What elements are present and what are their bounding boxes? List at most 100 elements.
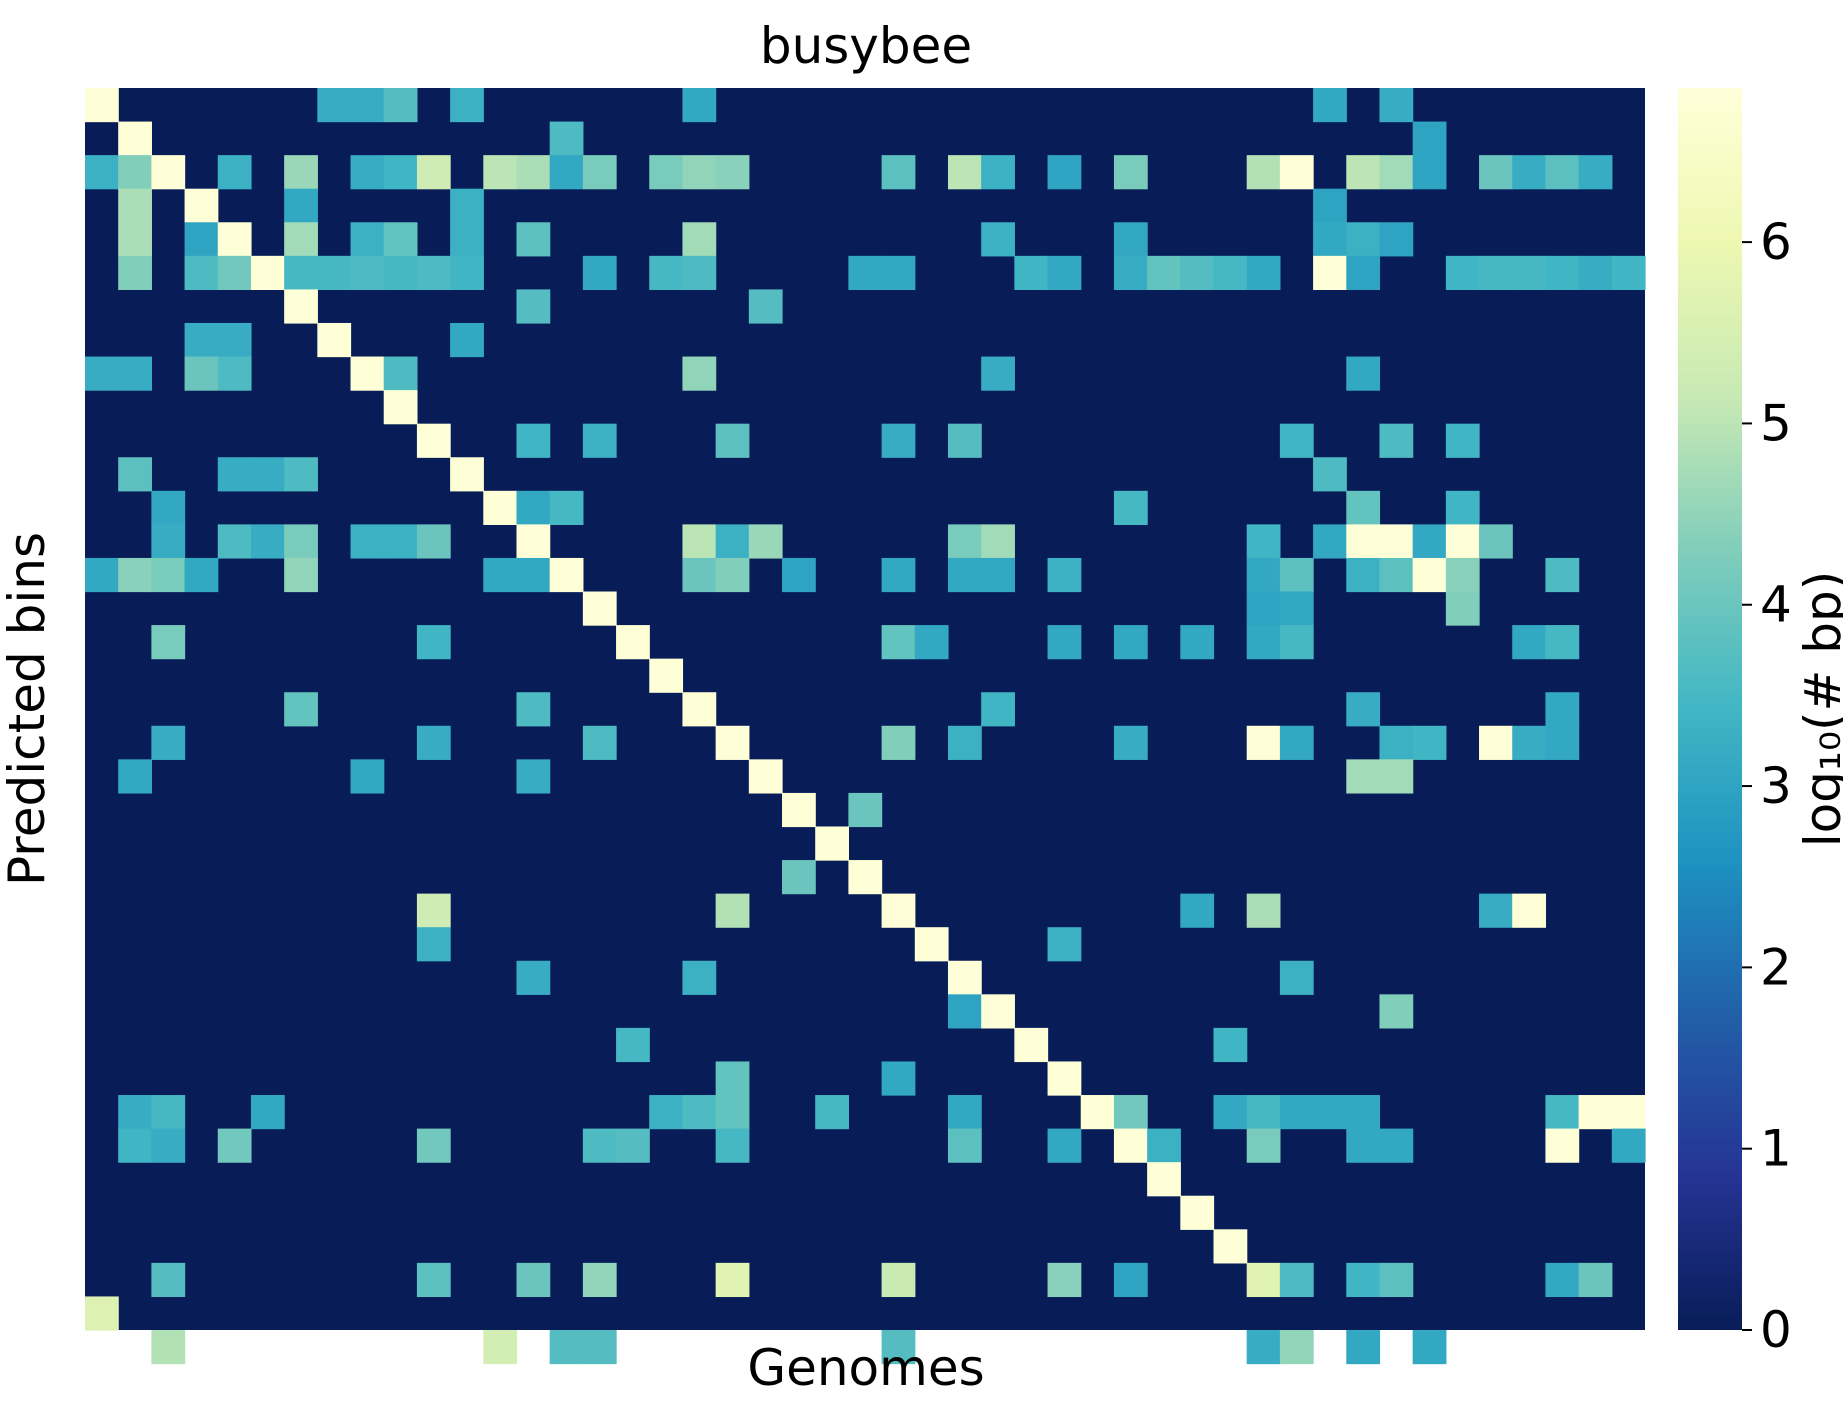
heatmap-background (85, 88, 1645, 1330)
heatmap-cell (151, 1095, 186, 1130)
heatmap-cell (284, 255, 318, 291)
heatmap-cell (118, 457, 152, 492)
heatmap-cell (947, 423, 982, 458)
heatmap-cell (1246, 524, 1281, 559)
heatmap-cell (151, 625, 186, 660)
heatmap-cell (1113, 625, 1148, 660)
heatmap-cell (1047, 625, 1082, 660)
heatmap-cell (914, 927, 949, 962)
heatmap-cell (383, 524, 418, 559)
heatmap-cell (416, 255, 451, 291)
heatmap-cell (151, 524, 186, 559)
heatmap-cell (1246, 1128, 1281, 1163)
heatmap-cell (1379, 155, 1414, 190)
heatmap-cell (483, 557, 518, 593)
heatmap-cell (1445, 255, 1480, 291)
heatmap-cell (1445, 557, 1480, 593)
heatmap-cell (981, 155, 1015, 190)
heatmap-cell (1113, 725, 1148, 760)
y-axis-label: Predicted bins (0, 532, 56, 886)
heatmap-cell (1479, 893, 1513, 928)
heatmap-cell (217, 524, 252, 559)
heatmap-cell (450, 255, 484, 291)
heatmap-cell (715, 557, 750, 593)
heatmap-cell (1279, 1262, 1314, 1298)
heatmap-cell (782, 860, 816, 895)
heatmap-cell (217, 1128, 252, 1163)
heatmap-cell (450, 322, 484, 358)
heatmap-cell (549, 155, 584, 190)
heatmap-cell (549, 121, 584, 156)
heatmap-cell (1246, 625, 1281, 660)
heatmap-cell (549, 490, 584, 525)
heatmap-cell (1545, 557, 1580, 593)
heatmap-cell (450, 222, 484, 257)
heatmap-cell (748, 759, 783, 794)
heatmap-cell (1180, 255, 1215, 291)
heatmap-cell (350, 155, 385, 190)
heatmap-cell (1246, 155, 1281, 190)
heatmap-cell (184, 356, 219, 391)
heatmap-cell (383, 222, 418, 257)
heatmap-cell (815, 1095, 849, 1130)
heatmap-cell (914, 625, 949, 660)
heatmap-cell (1346, 692, 1381, 727)
heatmap-cell (1479, 524, 1513, 559)
heatmap-cell (848, 792, 883, 828)
heatmap-cell (1246, 1330, 1281, 1365)
heatmap-cell (516, 490, 551, 525)
heatmap-cell (1578, 1262, 1613, 1298)
heatmap-cell (682, 88, 717, 123)
heatmap-cell (483, 1330, 518, 1365)
heatmap-cell (1279, 423, 1314, 458)
heatmap-cell (350, 88, 385, 123)
heatmap-cell (1014, 1027, 1049, 1063)
heatmap-cell (118, 557, 152, 593)
heatmap-cell (881, 893, 916, 928)
heatmap-cell (1346, 1330, 1381, 1365)
heatmap-cell (284, 524, 318, 559)
heatmap-cell (881, 1061, 916, 1096)
heatmap-cell (715, 1061, 750, 1096)
heatmap-cell (682, 356, 717, 391)
heatmap-cell (151, 557, 186, 593)
heatmap-cell (881, 423, 916, 458)
heatmap-cell (881, 557, 916, 593)
heatmap-cell (217, 322, 252, 358)
heatmap-cell (516, 222, 551, 257)
heatmap-cell (1512, 255, 1547, 291)
heatmap-cell (1279, 557, 1314, 593)
heatmap-cell (1180, 1195, 1215, 1230)
heatmap-cell (881, 255, 916, 291)
heatmap-cell (1180, 893, 1215, 928)
heatmap-cell (516, 524, 551, 559)
heatmap-cell (217, 255, 252, 291)
heatmap-cell (1147, 1128, 1181, 1163)
heatmap-cell (151, 1330, 186, 1365)
heatmap-cell (450, 188, 484, 223)
heatmap-cell (1445, 490, 1480, 525)
heatmap-cell (483, 155, 518, 190)
heatmap-cell (118, 121, 152, 156)
heatmap-cell (85, 88, 119, 123)
heatmap-cell (1346, 759, 1381, 794)
heatmap-cell (284, 457, 318, 492)
heatmap-cell (1213, 1229, 1248, 1264)
heatmap-cell (1047, 1262, 1082, 1298)
heatmap-cell (151, 1128, 186, 1163)
heatmap-cell (1346, 356, 1381, 391)
heatmap-cell (1379, 994, 1414, 1029)
heatmap-cell (118, 155, 152, 190)
heatmap-cell (1346, 155, 1381, 190)
heatmap-cell (682, 222, 717, 257)
heatmap-cell (151, 155, 186, 190)
heatmap-cell (715, 524, 750, 559)
heatmap-cell (981, 524, 1015, 559)
heatmap-cell (848, 860, 883, 895)
heatmap-cell (582, 255, 617, 291)
heatmap-cell (1147, 255, 1181, 291)
heatmap-cell (516, 289, 551, 324)
heatmap-cell (85, 155, 119, 190)
heatmap-cell (1313, 1095, 1347, 1130)
heatmap-cell (151, 1262, 186, 1298)
